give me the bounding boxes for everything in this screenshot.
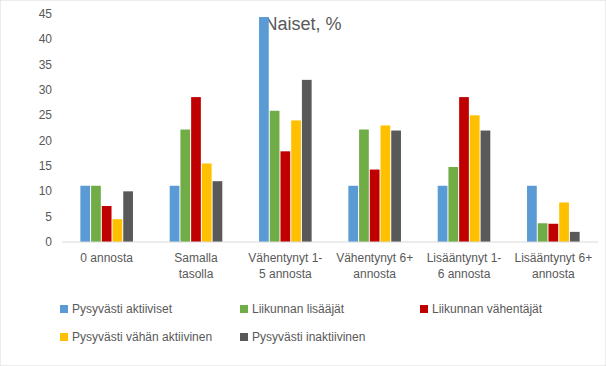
tick-label: 15: [39, 159, 53, 173]
legend-label: Liikunnan lisääjät: [252, 302, 345, 316]
category-line: annosta: [353, 267, 396, 281]
category-label: Lisääntynyt 6+ annosta: [514, 251, 592, 281]
bar: [91, 186, 101, 242]
bar: [438, 186, 448, 242]
category-label: Samalla tasolla: [174, 251, 218, 281]
bar: [359, 130, 369, 242]
bar: [348, 186, 358, 242]
tick-label: 5: [45, 210, 52, 224]
category-label: Lisääntynyt 1- 6 annosta: [427, 251, 502, 281]
bar: [270, 111, 280, 242]
bar: [570, 232, 580, 242]
category-line: 5 annosta: [259, 267, 312, 281]
bar: [538, 223, 548, 242]
bar: [459, 97, 469, 242]
legend-swatch: [420, 305, 428, 313]
bar: [448, 167, 458, 242]
bar: [191, 97, 201, 242]
bar: [391, 131, 401, 242]
legend-swatch: [240, 333, 248, 341]
tick-label: 30: [39, 83, 53, 97]
category-label: 0 annosta: [80, 251, 133, 265]
title: Naiset, %: [264, 14, 341, 34]
category-label: Vähentynyt 1- 5 annosta: [248, 251, 322, 281]
legend-label: Pysyvästi inaktiivinen: [252, 330, 365, 344]
background: [0, 0, 606, 366]
tick-label: 35: [39, 58, 53, 72]
bars: [80, 17, 579, 242]
tick-label: 45: [39, 7, 53, 21]
tick-label: 40: [39, 32, 53, 46]
bar: [80, 186, 90, 242]
category-label: Vähentynyt 6+ annosta: [336, 251, 413, 281]
bar: [123, 191, 133, 242]
category-line: 0 annosta: [80, 251, 133, 265]
bar: [559, 202, 569, 242]
bar: [470, 115, 480, 242]
bar: [302, 80, 312, 242]
tick-label: 25: [39, 108, 53, 122]
bar: [113, 219, 123, 242]
bar: [370, 170, 380, 242]
category-line: Samalla: [174, 251, 218, 265]
bar: [102, 206, 112, 242]
bar: [381, 125, 391, 242]
legend-swatch: [60, 305, 68, 313]
tick-label: 0: [45, 235, 52, 249]
x-axis: [62, 242, 598, 243]
legend-label: Pysyvästi vähän aktiivinen: [72, 330, 212, 344]
legend-label: Liikunnan vähentäjät: [432, 302, 543, 316]
legend-swatch: [60, 333, 68, 341]
bar: [548, 224, 558, 242]
category-line: annosta: [532, 267, 575, 281]
bar: [291, 120, 301, 242]
category-line: 6 annosta: [438, 267, 491, 281]
tick-label: 10: [39, 184, 53, 198]
category-line: Vähentynyt 1-: [248, 251, 322, 265]
category-line: Lisääntynyt 6+: [514, 251, 592, 265]
bar: [213, 181, 223, 242]
category-line: Vähentynyt 6+: [336, 251, 413, 265]
bar: [481, 131, 491, 242]
legend-swatch: [240, 305, 248, 313]
bar: [170, 186, 180, 242]
legend-label: Pysyvästi aktiiviset: [72, 302, 173, 316]
bar: [280, 151, 290, 242]
bar: [180, 130, 190, 242]
bar: [259, 17, 269, 242]
chart: 0 5 10 15 20 25 30 35 40 45 Naiset, % 0 annosta Sama…: [0, 0, 606, 366]
category-line: Lisääntynyt 1-: [427, 251, 502, 265]
tick-label: 20: [39, 134, 53, 148]
category-line: tasolla: [179, 267, 214, 281]
bar: [202, 163, 212, 242]
bar: [527, 186, 537, 242]
